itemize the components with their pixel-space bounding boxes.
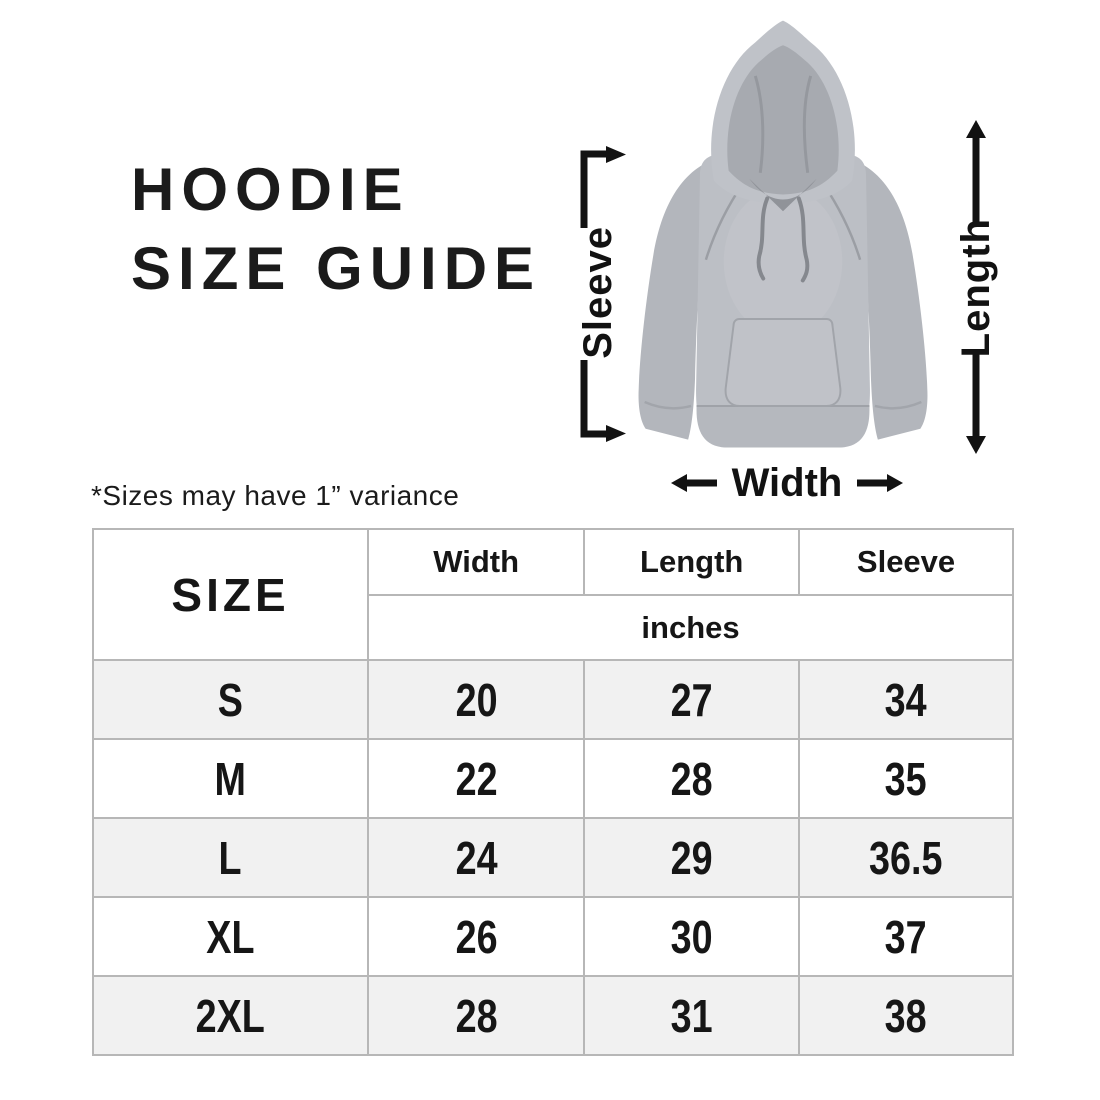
variance-note: *Sizes may have 1” variance xyxy=(91,480,460,511)
size-cell: 2XL xyxy=(195,989,266,1042)
page-title-line1: HOODIE xyxy=(131,156,410,223)
sleeve-label-text: Sleeve xyxy=(575,225,620,359)
sleeve-cell: 37 xyxy=(885,910,928,963)
hoodie-neck-shadow xyxy=(749,178,817,212)
width-cell: 20 xyxy=(455,673,498,726)
sleeve-cell: 38 xyxy=(885,989,928,1042)
table-row: XL 26 30 37 xyxy=(91,896,1014,977)
hoodie-pocket xyxy=(724,318,842,407)
length-cell: 30 xyxy=(670,910,713,963)
width-cell: 22 xyxy=(455,752,498,805)
hoodie-image xyxy=(638,20,928,448)
length-cell: 28 xyxy=(670,752,713,805)
column-header-sleeve: Sleeve xyxy=(798,528,1014,596)
hoodie-hood-opening xyxy=(727,45,839,195)
length-arrow-down-icon xyxy=(966,352,986,454)
sleeve-measure-label: Sleeve xyxy=(566,222,630,362)
length-label-text: Length xyxy=(953,218,998,358)
size-column-header: SIZE xyxy=(91,528,370,661)
unit-header: inches xyxy=(367,594,1014,661)
hoodie-right-sleeve xyxy=(850,158,928,440)
length-cell: 31 xyxy=(670,989,713,1042)
table-unit-row: inches xyxy=(93,594,1014,661)
length-cell: 27 xyxy=(670,673,713,726)
width-cell: 28 xyxy=(455,989,498,1042)
table-row: M 22 28 35 xyxy=(91,738,1014,819)
table-row: 2XL 28 31 38 xyxy=(91,975,1014,1056)
width-cell: 24 xyxy=(455,831,498,884)
length-arrow-up-icon xyxy=(966,120,986,226)
sleeve-cell: 35 xyxy=(885,752,928,805)
hoodie-left-sleeve xyxy=(638,158,716,440)
hoodie-hem xyxy=(696,405,870,448)
length-measure-label: Length xyxy=(944,218,1008,358)
width-measure-label: Width xyxy=(648,458,926,508)
column-header-length: Length xyxy=(583,528,801,596)
sleeve-bracket-top-arrow-icon xyxy=(580,146,626,228)
size-cell: S xyxy=(217,673,244,726)
sleeve-cell: 34 xyxy=(885,673,928,726)
size-table: SIZE Width Length Sleeve inches S 20 27 … xyxy=(91,528,1014,1056)
size-cell: L xyxy=(219,831,243,884)
width-label-text: Width xyxy=(731,460,843,505)
page-title: HOODIE SIZE GUIDE xyxy=(131,150,541,308)
width-arrow-left-icon xyxy=(670,474,717,492)
width-arrow-right-icon xyxy=(857,474,904,492)
sleeve-bracket-bottom-arrow-icon xyxy=(580,360,626,442)
column-header-width: Width xyxy=(367,528,586,596)
page-title-line2: SIZE GUIDE xyxy=(131,235,542,302)
length-cell: 29 xyxy=(670,831,713,884)
table-row: S 20 27 34 xyxy=(91,659,1014,740)
table-header-row: SIZE Width Length Sleeve xyxy=(91,528,1014,661)
width-cell: 26 xyxy=(455,910,498,963)
table-row: L 24 29 36.5 xyxy=(91,817,1014,898)
size-cell: XL xyxy=(206,910,255,963)
sleeve-cell: 36.5 xyxy=(869,831,943,884)
size-cell: M xyxy=(214,752,247,805)
